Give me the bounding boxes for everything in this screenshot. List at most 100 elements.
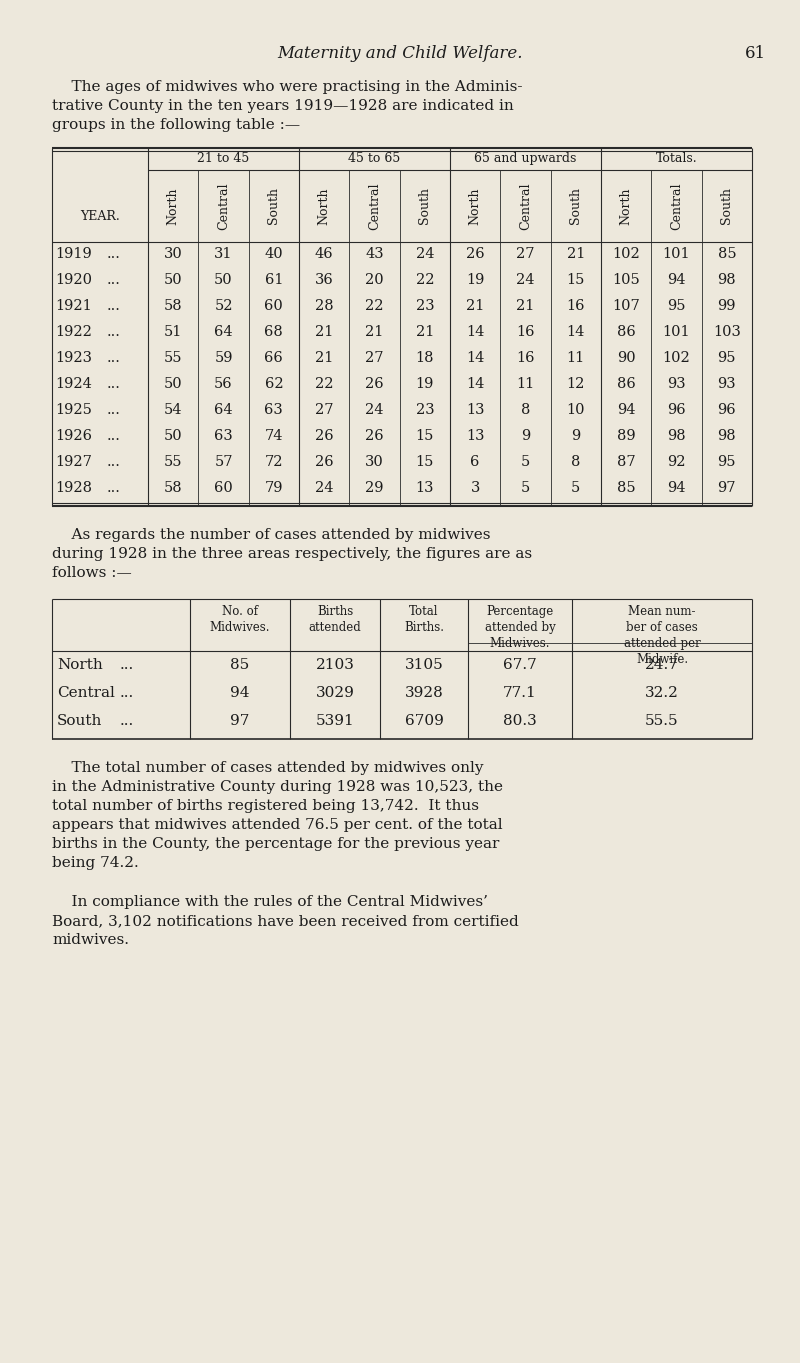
Text: 13: 13	[466, 429, 485, 443]
Text: 50: 50	[164, 429, 182, 443]
Text: 97: 97	[230, 714, 250, 728]
Text: 60: 60	[265, 298, 283, 313]
Text: 24: 24	[366, 403, 384, 417]
Text: 5: 5	[521, 481, 530, 495]
Text: No. of
Midwives.: No. of Midwives.	[210, 605, 270, 634]
Text: 21: 21	[416, 324, 434, 339]
Text: 15: 15	[416, 455, 434, 469]
Text: groups in the following table :—: groups in the following table :—	[52, 119, 300, 132]
Text: South: South	[570, 188, 582, 225]
Text: 96: 96	[667, 403, 686, 417]
Text: 29: 29	[366, 481, 384, 495]
Text: trative County in the ten years 1919—1928 are indicated in: trative County in the ten years 1919—192…	[52, 99, 514, 113]
Text: appears that midwives attended 76.5 per cent. of the total: appears that midwives attended 76.5 per …	[52, 818, 502, 831]
Text: 13: 13	[466, 403, 485, 417]
Text: 96: 96	[718, 403, 736, 417]
Text: 61: 61	[745, 45, 766, 61]
Text: 26: 26	[365, 429, 384, 443]
Text: ...: ...	[107, 298, 121, 313]
Text: 98: 98	[718, 429, 736, 443]
Text: 65 and upwards: 65 and upwards	[474, 153, 577, 165]
Text: ...: ...	[120, 658, 134, 672]
Text: 16: 16	[516, 352, 534, 365]
Text: ...: ...	[107, 352, 121, 365]
Text: 31: 31	[214, 247, 233, 260]
Text: North: North	[620, 187, 633, 225]
Text: 95: 95	[718, 455, 736, 469]
Text: In compliance with the rules of the Central Midwives’: In compliance with the rules of the Cent…	[52, 895, 488, 909]
Text: 20: 20	[365, 273, 384, 288]
Text: 21: 21	[366, 324, 384, 339]
Text: being 74.2.: being 74.2.	[52, 856, 138, 870]
Text: 27: 27	[315, 403, 334, 417]
Text: North: North	[469, 187, 482, 225]
Text: 74: 74	[265, 429, 283, 443]
Text: 107: 107	[612, 298, 640, 313]
Text: 97: 97	[718, 481, 736, 495]
Text: 60: 60	[214, 481, 233, 495]
Text: 14: 14	[466, 378, 484, 391]
Text: 55.5: 55.5	[645, 714, 679, 728]
Text: 50: 50	[214, 273, 233, 288]
Text: 3029: 3029	[315, 686, 354, 701]
Text: South: South	[720, 188, 734, 225]
Text: Births
attended: Births attended	[309, 605, 362, 634]
Text: 63: 63	[214, 429, 233, 443]
Text: 24: 24	[415, 247, 434, 260]
Text: 1926: 1926	[55, 429, 92, 443]
Text: 2103: 2103	[315, 658, 354, 672]
Text: 1921: 1921	[55, 298, 92, 313]
Text: follows :—: follows :—	[52, 566, 132, 581]
Text: 23: 23	[415, 403, 434, 417]
Text: 102: 102	[662, 352, 690, 365]
Text: 16: 16	[516, 324, 534, 339]
Text: 26: 26	[466, 247, 485, 260]
Text: 99: 99	[718, 298, 736, 313]
Text: Central: Central	[519, 183, 532, 230]
Text: 98: 98	[667, 429, 686, 443]
Text: 27: 27	[366, 352, 384, 365]
Text: 1919: 1919	[55, 247, 92, 260]
Text: 94: 94	[667, 481, 686, 495]
Text: 80.3: 80.3	[503, 714, 537, 728]
Text: during 1928 in the three areas respectively, the figures are as: during 1928 in the three areas respectiv…	[52, 547, 532, 562]
Text: 94: 94	[667, 273, 686, 288]
Text: 62: 62	[265, 378, 283, 391]
Text: 15: 15	[566, 273, 585, 288]
Text: 85: 85	[230, 658, 250, 672]
Text: 54: 54	[164, 403, 182, 417]
Text: 11: 11	[566, 352, 585, 365]
Text: 28: 28	[315, 298, 334, 313]
Text: 95: 95	[718, 352, 736, 365]
Text: Mean num-
ber of cases
attended per
Midwife.: Mean num- ber of cases attended per Midw…	[624, 605, 700, 667]
Text: 92: 92	[667, 455, 686, 469]
Text: 56: 56	[214, 378, 233, 391]
Text: 18: 18	[415, 352, 434, 365]
Text: 19: 19	[466, 273, 484, 288]
Text: 40: 40	[265, 247, 283, 260]
Text: 66: 66	[265, 352, 283, 365]
Text: 94: 94	[617, 403, 635, 417]
Text: 14: 14	[466, 352, 484, 365]
Text: 9: 9	[571, 429, 581, 443]
Text: 77.1: 77.1	[503, 686, 537, 701]
Text: South: South	[267, 188, 280, 225]
Text: 3: 3	[470, 481, 480, 495]
Text: 22: 22	[415, 273, 434, 288]
Text: 15: 15	[416, 429, 434, 443]
Text: ...: ...	[107, 324, 121, 339]
Text: total number of births registered being 13,742.  It thus: total number of births registered being …	[52, 799, 479, 812]
Text: 30: 30	[365, 455, 384, 469]
Text: Maternity and Child Welfare.: Maternity and Child Welfare.	[278, 45, 522, 61]
Text: North: North	[318, 187, 330, 225]
Text: ...: ...	[107, 403, 121, 417]
Text: Totals.: Totals.	[656, 153, 698, 165]
Text: 64: 64	[214, 324, 233, 339]
Text: 45 to 65: 45 to 65	[348, 153, 401, 165]
Text: ...: ...	[107, 247, 121, 260]
Text: 105: 105	[612, 273, 640, 288]
Text: 101: 101	[662, 324, 690, 339]
Text: 85: 85	[617, 481, 635, 495]
Text: Board, 3,102 notifications have been received from certified: Board, 3,102 notifications have been rec…	[52, 915, 518, 928]
Text: ...: ...	[107, 378, 121, 391]
